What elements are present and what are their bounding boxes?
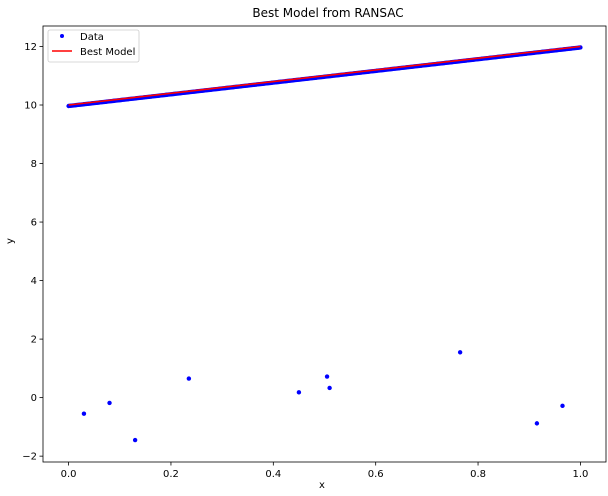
y-tick-label: 12	[24, 42, 37, 53]
x-tick-label: 0.6	[368, 469, 384, 480]
y-axis-label: y	[5, 238, 16, 244]
legend-model-label: Best Model	[80, 47, 135, 58]
data-point-outlier	[324, 374, 330, 379]
x-tick-label: 0.4	[265, 469, 281, 480]
y-axis: −2 0 2 4 6 8 10 12	[22, 42, 43, 463]
data-point-outlier	[296, 390, 302, 395]
legend: Data Best Model	[47, 29, 140, 63]
plot-area	[43, 26, 606, 462]
y-tick-label: 4	[31, 276, 37, 287]
chart-title: Best Model from RANSAC	[252, 6, 403, 20]
legend-box	[47, 29, 140, 63]
data-point-outlier	[186, 376, 192, 381]
data-point-outlier	[534, 421, 540, 426]
best-model-line	[68, 45, 581, 106]
outlier-points	[81, 350, 565, 443]
y-tick-label: 0	[31, 393, 37, 404]
y-tick-label: 6	[31, 218, 37, 229]
x-axis: 0.0 0.2 0.4 0.6 0.8 1.0	[61, 462, 588, 480]
x-tick-label: 0.2	[163, 469, 179, 480]
data-point-outlier	[81, 411, 87, 416]
x-tick-label: 1.0	[572, 469, 588, 480]
y-tick-label: −2	[22, 452, 37, 463]
data-point-outlier	[560, 403, 565, 409]
plot-border	[42, 25, 607, 463]
plot-frame	[43, 26, 606, 462]
y-tick-label: 10	[24, 101, 37, 112]
data-point-outlier	[132, 437, 138, 443]
legend-data-marker	[60, 34, 64, 38]
data-point-outlier	[107, 400, 112, 406]
data-point-outlier	[457, 350, 463, 355]
y-tick-label: 8	[31, 159, 37, 170]
x-axis-label: x	[319, 480, 325, 491]
legend-data-label: Data	[80, 32, 104, 43]
x-tick-label: 0.8	[470, 469, 486, 480]
y-tick-label: 2	[31, 335, 37, 346]
x-tick-label: 0.0	[61, 469, 77, 480]
data-point-outlier	[327, 385, 332, 391]
